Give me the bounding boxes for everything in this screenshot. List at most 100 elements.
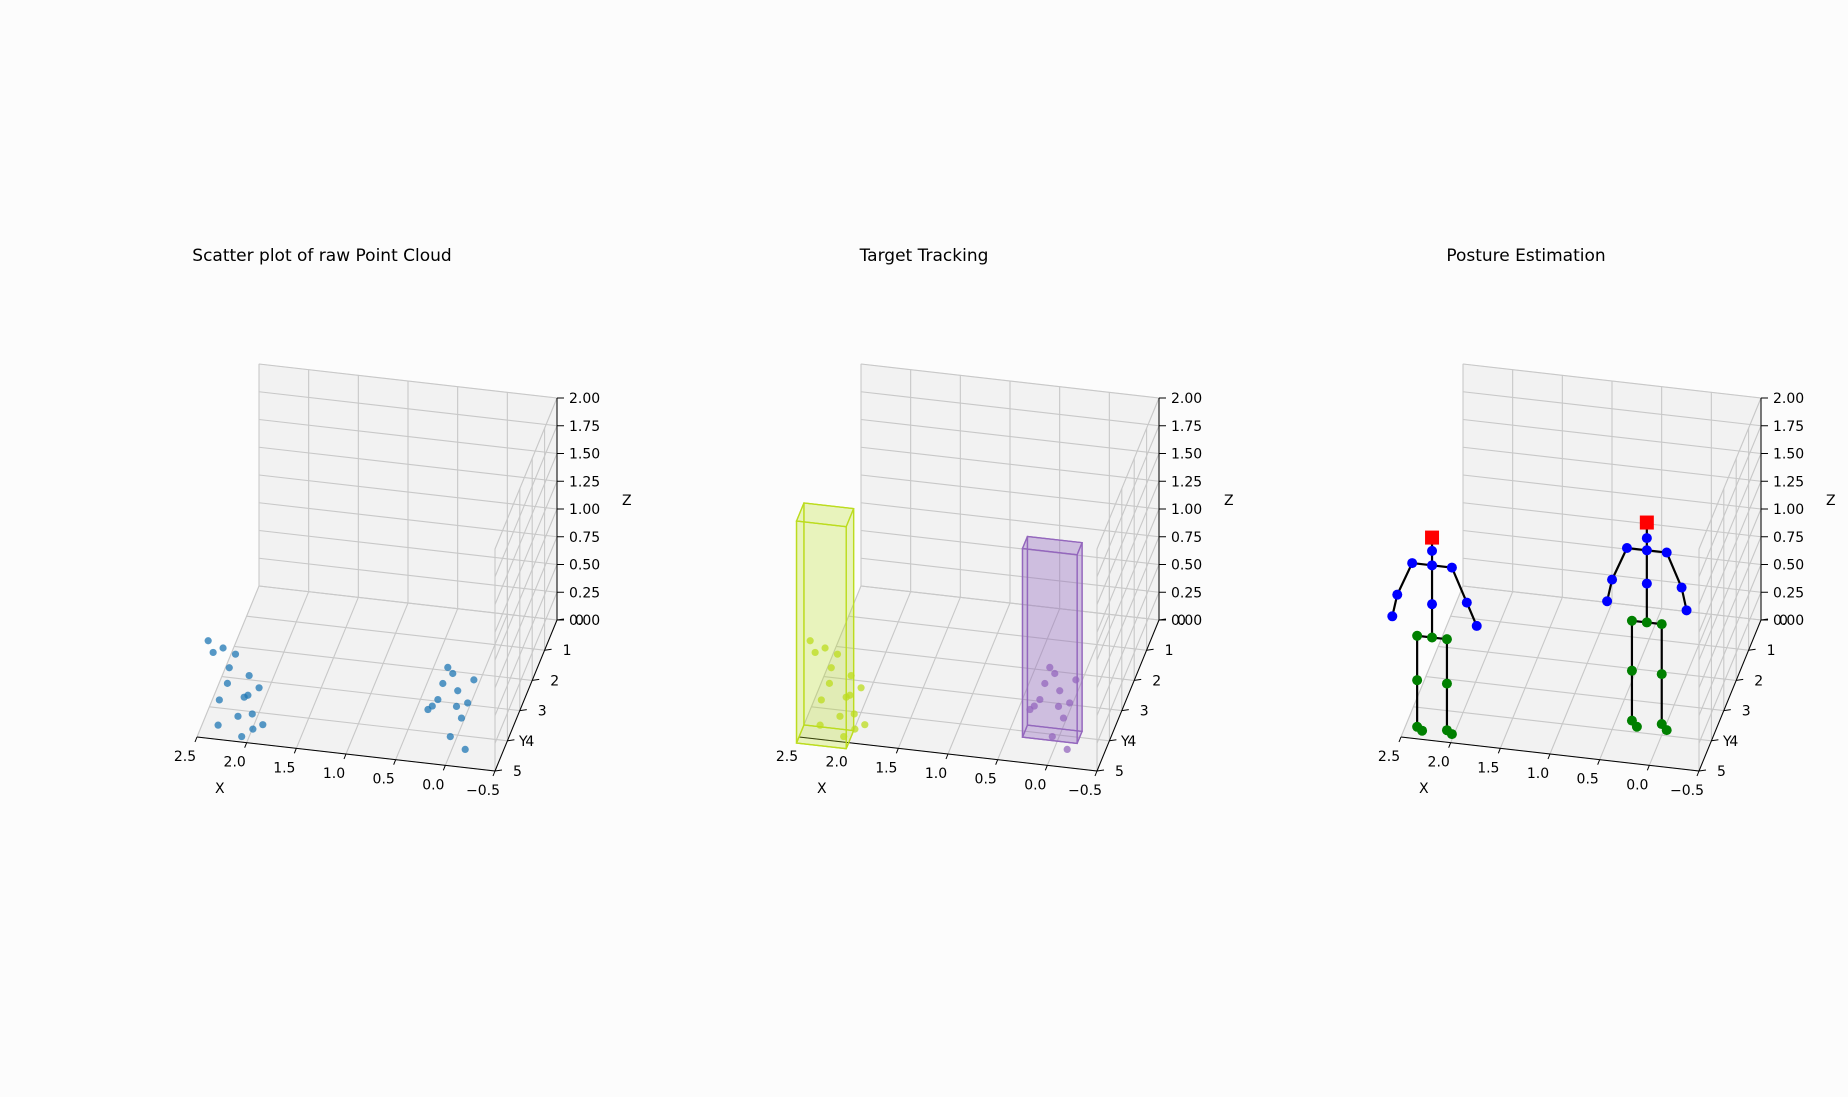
gridline [1096,536,1160,688]
data-point [470,676,478,684]
gridline [1462,502,1762,538]
z-tick-label: 0.25 [1171,585,1202,601]
gridline [258,446,558,482]
y-tick-label: 4 [1127,734,1136,750]
skeleton-joint [1681,605,1692,616]
gridline [1096,397,1160,550]
skeleton-joint [1427,599,1438,610]
gridline [258,529,558,566]
data-point [857,684,865,692]
gridline [1462,363,1762,399]
y-tick-label: 5 [1115,764,1124,780]
data-point [846,691,854,699]
data-point [215,696,223,704]
x-tick [1696,770,1700,777]
x-tick-label: 1.5 [1477,760,1499,776]
y-tick [507,739,515,742]
z-tick-label: 1.50 [569,447,600,463]
x-tick-label: 1.5 [273,760,295,776]
z-tick-label: 0.75 [1171,530,1202,546]
z-axis-label: Z [1826,493,1836,509]
z-tick-label: 1.25 [1171,474,1202,490]
x-tick-label: −0.5 [1068,783,1102,799]
y-tick [1146,648,1154,651]
skeleton-joint [1407,558,1418,569]
x-tick [945,753,949,760]
z-tick-label: 1.75 [1171,419,1202,435]
gridline [860,529,1160,566]
y-tick [1121,709,1129,712]
data-point [234,712,242,720]
z-tick-label: 1.50 [1171,447,1202,463]
gridline [196,585,260,738]
y-tick [1723,709,1731,712]
data-point [827,664,835,672]
gridline [1462,391,1762,427]
panel-posture-estimation: Posture Estimation 2.5 2.0 1.5 1.0 0.5 0.0 −0.… [1378,246,1836,799]
data-point [861,721,869,729]
skeleton-joint [1412,630,1423,641]
gridline [258,585,558,621]
x-tick [442,765,446,771]
skeleton-joint [1412,675,1423,686]
gridline [258,502,558,538]
x-tick [1497,748,1501,754]
z-tick-label: 0.25 [569,585,600,601]
data-point [214,721,222,729]
data-point [833,650,842,658]
x-tick-label: 0.0 [1626,777,1648,793]
gridline [494,453,558,605]
gridline [494,397,558,550]
x-tick-label: 1.0 [925,766,947,782]
gridline [1599,608,1663,760]
x-tick [1547,753,1551,760]
gridline [494,481,558,633]
x-tick [293,748,297,754]
data-point [249,725,257,733]
data-point [1046,663,1054,672]
panel-target-tracking: Target Tracking 2.5 2.0 1.5 1.0 0.5 0.0 −0.501… [776,246,1234,799]
bounding-box-face [1021,536,1029,738]
data-point [449,669,457,678]
gridline [848,591,912,743]
skeleton-joint [1461,597,1472,608]
data-point [817,696,825,704]
data-point [1072,676,1080,684]
gridline [860,474,1160,510]
data-point [1054,702,1063,711]
skeleton-joint [1621,543,1632,554]
y-tick-label: 1 [1767,643,1776,659]
gridline [897,597,961,749]
gridline [1425,676,1724,712]
skeleton-joint [1417,725,1428,736]
z-tick-label: 2.00 [1773,391,1804,407]
gridline [860,557,1160,593]
gridline [1096,453,1160,605]
gridline [1046,614,1110,766]
y-tick-label: 4 [525,734,534,750]
gridline [1450,591,1514,743]
data-point [840,732,848,741]
data-point [238,732,246,741]
gridline [1462,418,1762,455]
gridline [1698,397,1762,550]
gridline [1698,481,1762,633]
y-tick-label: 3 [538,704,547,720]
skeleton-bone [1665,552,1683,588]
y-tick-label: 0 [1177,613,1186,629]
data-point [811,648,819,657]
gridline [1462,446,1762,482]
x-tick-label: 0.5 [975,772,997,788]
gridline [246,591,310,743]
x-tick [895,748,899,754]
y-tick-label: 2 [1152,673,1161,689]
data-point [464,699,472,707]
skeleton-joint [1641,617,1652,628]
gridline [860,446,1160,482]
skeleton-bone [1450,567,1468,604]
gridline [395,608,459,760]
gridline [1462,474,1762,510]
